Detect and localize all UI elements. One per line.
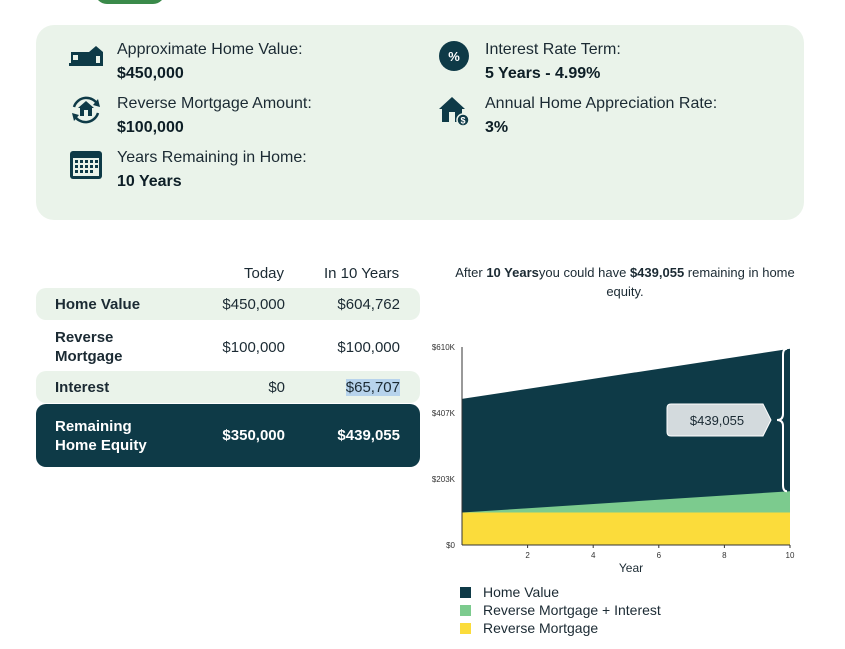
row-label: Interest (55, 378, 110, 396)
x-tick-label: 10 (786, 551, 795, 560)
area-home-value (462, 348, 790, 545)
legend-swatch (460, 604, 471, 616)
y-tick-label: $610K (432, 343, 456, 352)
home-value-summary: Approximate Home Value: $450,000 (69, 39, 303, 87)
row-future-value: $100,000 (337, 338, 400, 356)
caption-years: 10 Years (486, 265, 539, 280)
caption-mid: you could have (538, 265, 630, 280)
callout-box (666, 403, 772, 437)
interest-rate-value: 5 Years - 4.99% (485, 65, 601, 82)
x-axis-label: Year (619, 561, 643, 575)
equity-brace (776, 347, 788, 493)
reverse-mortgage-summary: Reverse Mortgage Amount: $100,000 (69, 93, 312, 141)
legend-item-reverse-mortgage: Reverse Mortgage (460, 619, 661, 637)
x-tick-label: 8 (722, 551, 727, 560)
header-decoration (95, 0, 165, 4)
caption-post: remaining in home equity. (606, 265, 795, 299)
column-header-today: Today (244, 265, 285, 282)
percent-symbol: % (439, 41, 469, 71)
reverse-mortgage-amount: $100,000 (117, 119, 184, 136)
equity-callout: $439,055 (666, 403, 772, 437)
appreciation-value: 3% (485, 119, 509, 136)
row-label: Reverse Mortgage (55, 329, 123, 365)
row-future-value-selected[interactable]: $65,707 (345, 378, 400, 396)
table-row-home-value: Home Value $450,000 $604,762 (36, 288, 420, 320)
x-tick-label: 4 (591, 551, 596, 560)
percent-icon: % (437, 39, 471, 73)
legend-swatch (460, 586, 471, 598)
years-remaining-label: Years Remaining in Home: (117, 149, 307, 166)
row-future-value: $604,762 (337, 295, 400, 313)
row-label: Remaining Home Equity (55, 417, 147, 454)
interest-rate-label: Interest Rate Term: (485, 41, 621, 58)
caption-amount: $439,055 (629, 265, 685, 280)
svg-text:$: $ (460, 116, 465, 126)
years-remaining-value: 10 Years (117, 173, 182, 190)
x-tick-label: 6 (657, 551, 662, 560)
home-value-label: Approximate Home Value: (117, 41, 303, 58)
legend-swatch (460, 622, 471, 634)
area-reverse-mortgage (462, 512, 790, 545)
appreciation-summary: $ Annual Home Appreciation Rate: 3% (437, 93, 717, 141)
row-today-value: $0 (268, 378, 285, 396)
table-row-remaining-equity: Remaining Home Equity $350,000 $439,055 (36, 404, 420, 467)
house-dollar-icon: $ (437, 93, 471, 127)
chart-legend: Home Value Reverse Mortgage + Interest R… (460, 583, 661, 637)
y-tick-label: $407K (432, 409, 456, 418)
x-tick-label: 2 (525, 551, 530, 560)
interest-rate-summary: % Interest Rate Term: 5 Years - 4.99% (437, 39, 621, 87)
row-future-value: $439,055 (337, 427, 400, 444)
row-today-value: $350,000 (222, 427, 285, 444)
legend-item-rm-interest: Reverse Mortgage + Interest (460, 601, 661, 619)
caption-pre: After (455, 265, 487, 280)
column-header-future: In 10 Years (324, 265, 400, 282)
legend-label: Reverse Mortgage (483, 620, 599, 636)
y-tick-label: $0 (446, 541, 455, 550)
row-label: Home Value (55, 295, 141, 313)
table-row-interest: Interest $0 $65,707 (36, 371, 420, 403)
callout-label: $439,055 (690, 413, 744, 428)
row-today-value: $100,000 (222, 338, 285, 356)
legend-label: Reverse Mortgage + Interest (483, 602, 661, 618)
calendar-icon (69, 147, 103, 181)
table-row-reverse-mortgage: Reverse Mortgage $100,000 $100,000 (36, 326, 420, 368)
chart-caption: After 10 Yearsyou could have $439,055 re… (445, 263, 805, 301)
y-tick-label: $203K (432, 475, 456, 484)
row-today-value: $450,000 (222, 295, 285, 313)
summary-panel: Approximate Home Value: $450,000 Reverse… (36, 25, 804, 220)
reverse-mortgage-label: Reverse Mortgage Amount: (117, 95, 312, 112)
years-remaining-summary: Years Remaining in Home: 10 Years (69, 147, 307, 195)
house-icon (69, 39, 103, 73)
legend-label: Home Value (483, 584, 560, 600)
house-cycle-icon (69, 93, 103, 127)
appreciation-label: Annual Home Appreciation Rate: (485, 95, 718, 112)
home-value-amount: $450,000 (117, 65, 184, 82)
equity-area-chart: $0 $203K $407K $610K 2 4 6 8 10 $439,055 Year (432, 343, 795, 575)
legend-item-home-value: Home Value (460, 583, 661, 601)
